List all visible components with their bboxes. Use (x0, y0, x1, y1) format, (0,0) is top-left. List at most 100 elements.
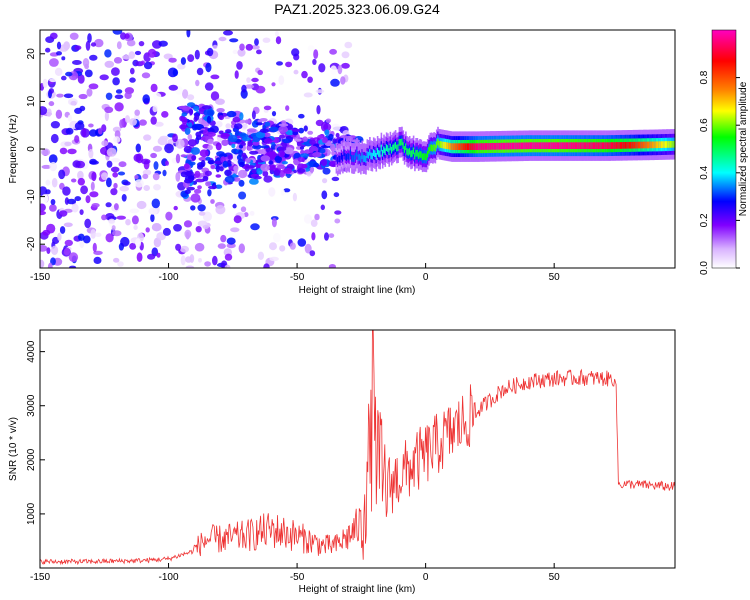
spectrogram-ridge-cell (487, 143, 489, 150)
spectrogram-noise-cell (79, 105, 86, 112)
spectrogram-noise-cell (121, 194, 127, 202)
spectrogram-noise-cell (263, 105, 272, 111)
spectrogram-ridge-cell (342, 154, 344, 162)
spectrogram-noise-cell (226, 110, 237, 118)
spectrogram-noise-cell (252, 144, 262, 150)
spectrogram-noise-cell (114, 94, 124, 100)
spectrogram-noise-cell (225, 129, 232, 134)
spectrogram-ridge-cell (587, 142, 590, 149)
spectrogram-noise-cell (129, 242, 137, 250)
spectrogram-ridge-cell (469, 143, 471, 150)
spectrogram-noise-cell (72, 60, 82, 65)
spectrogram-noise-cell (82, 58, 90, 68)
spectrogram-ridge-cell (637, 141, 640, 149)
spectrogram-ridge-cell (417, 152, 420, 159)
spectrogram-noise-cell (116, 215, 126, 220)
y-tick-label: 10 (26, 95, 37, 107)
spectrogram-ridge-cell (415, 149, 417, 157)
spectrogram-ridge-cell (667, 141, 669, 148)
spectrogram-noise-cell (89, 54, 98, 61)
spectrogram-noise-cell (168, 57, 177, 63)
spectrogram-noise-cell (238, 243, 245, 254)
spectrogram-noise-cell (183, 145, 193, 154)
spectrogram-noise-cell (135, 238, 142, 248)
spectrogram-ridge-cell (651, 141, 654, 149)
spectrogram-noise-cell (262, 37, 271, 43)
spectrogram-ridge-cell (514, 142, 516, 150)
spectrogram-noise-cell (101, 214, 107, 221)
spectrogram-noise-cell (303, 92, 313, 98)
spectrogram-noise-cell (40, 245, 48, 252)
spectrogram-noise-cell (278, 123, 289, 127)
spectrogram-ridge-cell (573, 142, 576, 149)
spectrogram-noise-cell (133, 225, 138, 230)
snr-series-line (40, 330, 675, 566)
spectrogram-noise-cell (91, 171, 97, 182)
spectrogram-noise-cell (319, 148, 326, 154)
spectrogram-ridge-cell (398, 139, 401, 146)
spectrogram-noise-cell (255, 122, 263, 126)
spectrogram-noise-cell (113, 57, 123, 64)
spectrogram-ridge-cell (534, 142, 537, 149)
spectrogram-noise-cell (259, 128, 269, 133)
spectrogram-noise-cell (115, 89, 123, 94)
spectrogram-noise-cell (106, 147, 117, 157)
colorbar-label: Normalized spectral amplitude (738, 81, 749, 216)
spectrogram-noise-cell (291, 48, 300, 57)
spectrogram-ridge-cell (452, 143, 455, 150)
spectrogram-noise-cell (89, 191, 99, 198)
spectrogram-noise-cell (324, 232, 329, 241)
spectrogram-ridge-cell (354, 152, 357, 160)
spectrogram-noise-cell (194, 170, 201, 178)
spectrogram-noise-cell (191, 124, 198, 131)
spectrogram-noise-cell (51, 245, 59, 255)
spectrogram-noise-cell (136, 252, 143, 262)
spectrogram-noise-cell (320, 121, 329, 132)
spectrogram-noise-cell (255, 85, 266, 94)
spectrogram-ridge-cell (664, 141, 667, 148)
spectrogram-noise-cell (187, 134, 193, 141)
spectrogram-ridge-cell (528, 142, 531, 149)
spectrogram-ridge-cell (533, 142, 536, 149)
spectrogram-ridge-cell (543, 142, 546, 149)
spectrogram-noise-cell (143, 185, 150, 191)
spectrogram-ridge-cell (617, 142, 619, 149)
spectrogram-noise-cell (62, 186, 71, 196)
spectrogram-noise-cell (130, 67, 135, 75)
spectrogram-noise-cell (198, 156, 208, 161)
spectrogram-ridge-cell (621, 142, 623, 149)
spectrogram-noise-cell (184, 127, 191, 135)
spectrogram-noise-cell (41, 194, 49, 204)
spectrogram-noise-cell (285, 61, 293, 68)
spectrogram-noise-cell (162, 169, 167, 177)
spectrogram-ridge-cell (353, 155, 356, 162)
spectrogram-noise-cell (340, 76, 346, 85)
spectrogram-noise-cell (247, 141, 253, 147)
spectrogram-noise-cell (198, 258, 202, 263)
spectrogram-noise-cell (279, 245, 286, 252)
spectrogram-noise-cell (55, 109, 63, 120)
spectrogram-ridge-cell (531, 142, 533, 149)
spectrogram-noise-cell (238, 132, 247, 137)
spectrogram-ridge-cell (482, 143, 484, 150)
spectrogram-ridge-cell (421, 153, 424, 161)
spectrogram-noise-cell (246, 77, 251, 83)
spectrogram-ridge-cell (423, 153, 425, 160)
spectrogram-ridge-cell (590, 142, 592, 149)
spectrogram-noise-cell (205, 62, 212, 73)
spectrogram-ridge-cell (428, 147, 430, 154)
y-tick-label: 3000 (26, 394, 37, 417)
spectrogram-noise-cell (215, 205, 226, 215)
spectrogram-ridge-cell (466, 143, 469, 150)
spectrogram-ridge-cell (378, 150, 380, 157)
spectrogram-noise-cell (232, 116, 241, 123)
x-tick-label: 50 (549, 272, 561, 283)
spectrogram-noise-cell (120, 236, 130, 247)
spectrogram-ridge-cell (451, 143, 453, 150)
spectrogram-ridge-cell (600, 142, 602, 149)
spectrogram-ridge-cell (605, 142, 608, 149)
spectrogram-noise-cell (118, 161, 127, 168)
spectrogram-noise-cell (331, 123, 341, 132)
spectrogram-ridge-cell (470, 143, 473, 150)
spectrogram-ridge-cell (577, 142, 579, 149)
